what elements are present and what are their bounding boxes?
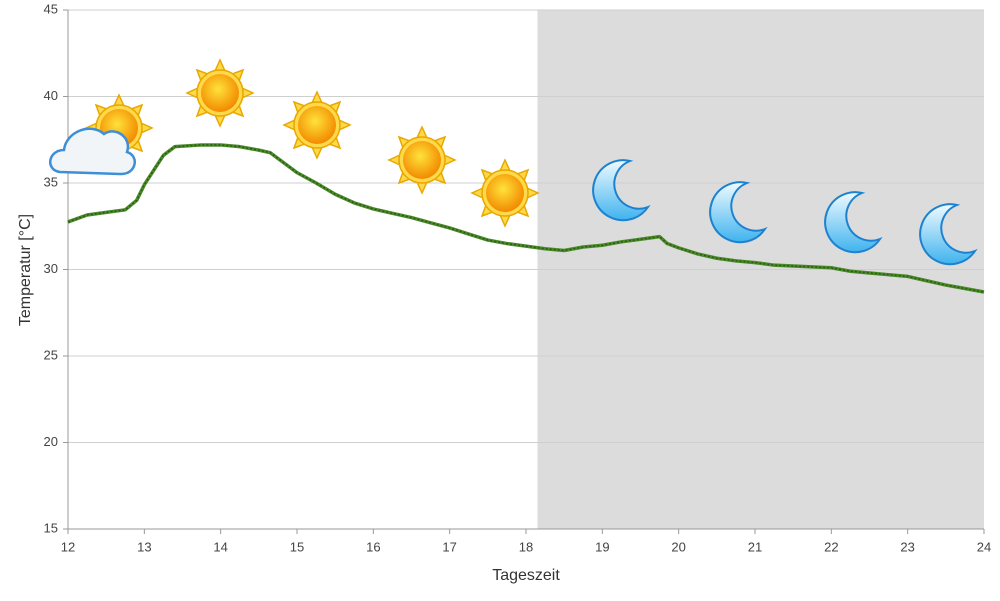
x-tick-label: 16 [366,539,380,554]
sun-icon [283,91,351,159]
line-dots [67,144,985,293]
x-axis-title: Tageszeit [492,567,560,584]
y-tick-label: 45 [44,1,58,16]
x-tick-label: 19 [595,539,609,554]
y-tick-label: 20 [44,434,58,449]
x-tick-label: 20 [671,539,685,554]
y-tick-label: 25 [44,347,58,362]
x-tick-label: 14 [213,539,227,554]
x-tick-label: 23 [900,539,914,554]
x-tick-label: 21 [748,539,762,554]
sun-icon [388,126,456,194]
x-tick-label: 24 [977,539,991,554]
y-axis-title: Temperatur [°C] [17,214,34,326]
x-tick-label: 12 [61,539,75,554]
y-tick-label: 40 [44,88,58,103]
plot-area: 15 20 25 30 35 40 45 12 13 14 15 16 17 18 19 20 21 22 23 24 [44,1,992,554]
sun-icon [186,59,254,127]
y-tick-label: 15 [44,520,58,535]
x-tick-label: 17 [442,539,456,554]
cloud-icon [49,127,136,176]
x-tick-label: 18 [519,539,533,554]
x-tick-label: 15 [290,539,304,554]
x-tick-label: 22 [824,539,838,554]
weather-icons [49,59,976,266]
x-tick-label: 13 [137,539,151,554]
y-tick-label: 35 [44,174,58,189]
y-tick-label: 30 [44,261,58,276]
sun-icon [471,159,539,227]
